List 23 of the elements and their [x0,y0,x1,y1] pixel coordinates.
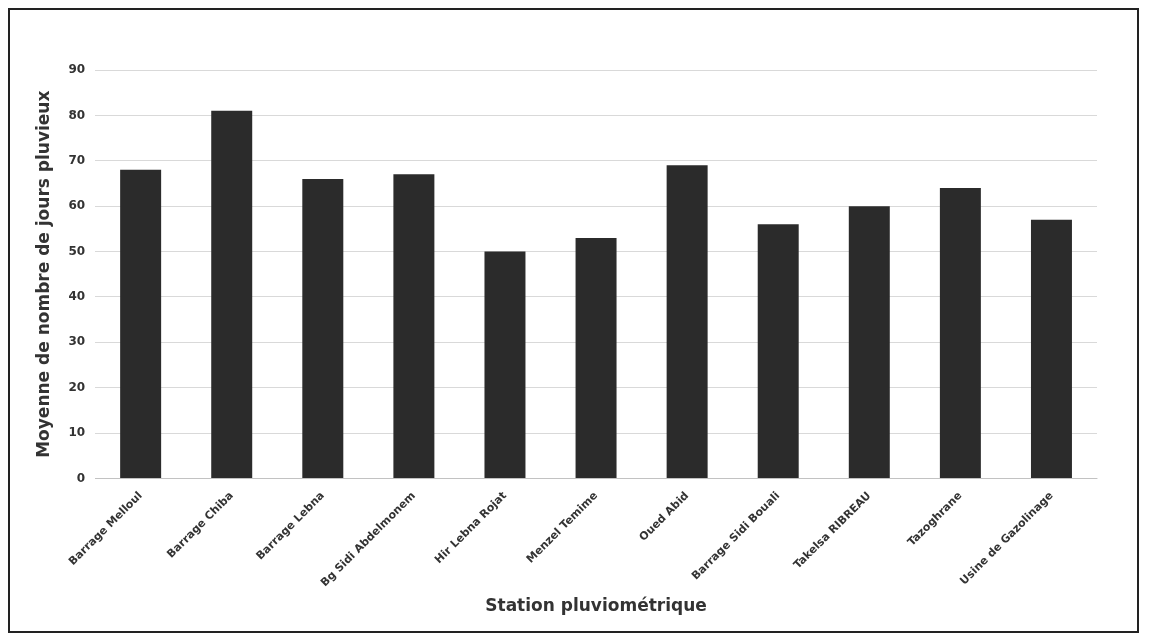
y-tick-label: 90 [68,62,86,77]
bar [211,110,253,478]
bar [393,174,435,478]
y-tick-label: 70 [68,152,86,167]
y-axis-title: Moyenne de nombre de jours pluvieux [32,90,53,458]
bar [939,187,981,478]
bar [484,251,526,478]
bar [848,206,890,478]
bar [757,224,799,478]
bar [302,178,344,478]
x-axis-title: Station pluviométrique [485,595,707,616]
bar [575,237,617,478]
y-tick-label: 50 [68,243,86,258]
y-tick-label: 30 [68,334,86,349]
y-tick-label: 80 [68,107,86,122]
bar [666,165,708,478]
y-tick-label: 10 [68,425,86,440]
y-tick-label: 40 [68,289,86,304]
bar [120,169,162,478]
y-tick-label: 60 [68,198,86,213]
bar [1030,219,1072,478]
y-tick-label: 0 [76,470,86,485]
y-tick-label: 20 [68,379,86,394]
